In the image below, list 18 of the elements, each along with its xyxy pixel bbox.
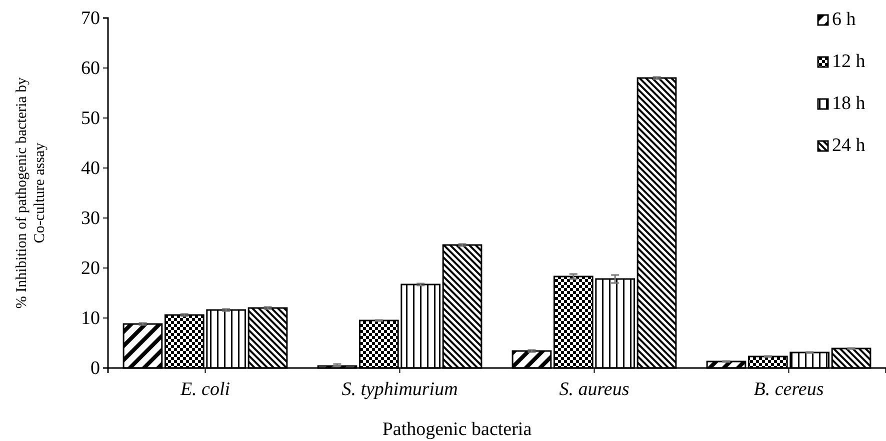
y-tick-label: 0 [90,358,100,380]
y-tick-label: 50 [81,108,100,130]
y-tick-label: 40 [81,158,100,180]
y-axis-title: % Inhibition of pathogenic bacteria by Co-culture assay [14,76,48,309]
legend-label: 6 h [832,9,856,30]
x-axis-title: Pathogenic bacteria [382,419,532,440]
y-tick-label: 20 [81,258,100,280]
y-tick-label: 70 [81,8,100,30]
x-tick-label: S. typhimurium [342,379,458,400]
x-tick-label: S. aureus [559,379,630,400]
legend-label: 24 h [832,135,866,156]
x-tick-label: B. cereus [754,379,824,400]
y-tick-label: 10 [81,308,100,330]
x-tick-label: E. coli [179,379,230,400]
legend-label: 12 h [832,51,866,72]
legend-label: 18 h [832,93,866,114]
y-tick-label: 60 [81,58,100,80]
y-tick-label: 30 [81,208,100,230]
